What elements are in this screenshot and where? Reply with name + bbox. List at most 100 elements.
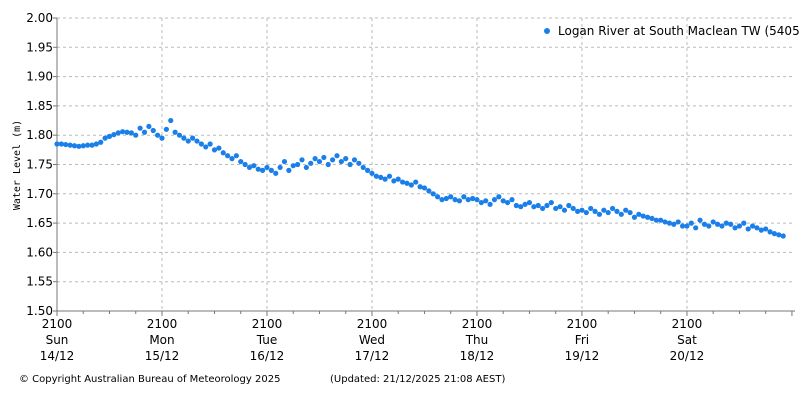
x-tick-label-date: 15/12 [145, 349, 180, 363]
data-point [364, 167, 371, 173]
data-point [115, 130, 121, 136]
data-point [531, 204, 537, 210]
data-point [688, 220, 694, 226]
data-point [268, 167, 274, 173]
data-point [273, 170, 279, 176]
data-point [504, 199, 511, 206]
x-tick-label-time: 2100 [462, 317, 493, 331]
data-point [539, 205, 546, 212]
data-point [133, 132, 139, 138]
data-point [500, 198, 506, 204]
data-point [456, 198, 463, 204]
data-point [207, 141, 213, 147]
x-tick-label-time: 2100 [567, 317, 598, 331]
data-point [106, 133, 113, 139]
data-point [417, 184, 423, 190]
data-point [693, 225, 699, 231]
data-point [255, 166, 261, 172]
data-point [216, 145, 222, 151]
data-point [491, 197, 498, 203]
data-point [430, 191, 436, 197]
data-point [137, 125, 143, 131]
data-point [675, 219, 681, 225]
data-point [334, 153, 340, 159]
data-point [172, 129, 178, 135]
data-point [382, 176, 388, 182]
data-point [194, 138, 200, 144]
data-point [63, 141, 69, 148]
data-point [399, 179, 406, 185]
data-point [89, 142, 95, 148]
data-point [321, 154, 327, 161]
x-tick-label-date: 19/12 [565, 349, 600, 363]
x-tick-label-day: Fri [575, 333, 589, 347]
data-point [710, 219, 716, 225]
data-point [347, 161, 353, 168]
data-point [566, 202, 572, 209]
data-point [627, 209, 633, 216]
data-point [421, 185, 428, 191]
data-point [623, 207, 629, 213]
data-point [408, 182, 414, 188]
data-point [701, 221, 708, 227]
data-point [168, 117, 174, 124]
data-point [338, 158, 344, 165]
data-point [548, 199, 554, 206]
data-point [181, 135, 187, 141]
data-point [666, 220, 673, 226]
data-point [763, 226, 769, 232]
data-point [308, 160, 314, 166]
data-point [736, 223, 743, 229]
data-point [741, 220, 747, 226]
data-point [260, 167, 266, 173]
data-point [351, 157, 358, 163]
data-point [330, 157, 336, 163]
y-axis-label: Water Level (m) [12, 120, 23, 210]
data-point [465, 197, 471, 203]
data-point [233, 153, 239, 159]
data-point [535, 202, 541, 209]
x-tick-label-date: 14/12 [40, 349, 75, 363]
data-point [93, 141, 99, 147]
data-point [378, 174, 384, 180]
x-tick-label-date: 17/12 [355, 349, 390, 363]
x-tick-label-date: 16/12 [250, 349, 285, 363]
data-point [229, 156, 235, 162]
y-tick-label: 1.90 [26, 70, 53, 84]
data-point [54, 141, 60, 147]
data-point [120, 129, 126, 135]
data-point [295, 161, 301, 168]
copyright-text: © Copyright Australian Bureau of Meteoro… [19, 374, 281, 385]
data-point [487, 201, 493, 207]
y-tick-label: 1.50 [26, 304, 53, 318]
data-point [496, 194, 502, 200]
data-point [391, 178, 397, 184]
axes: 1.50 1.55 1.60 1.65 1.70 1.75 1.80 1.85 1.90 1.95… [26, 11, 795, 363]
y-tick-label: 1.60 [26, 245, 53, 259]
x-tick-label-date: 20/12 [670, 349, 705, 363]
data-point [579, 207, 585, 213]
data-point [246, 164, 253, 171]
data-point [190, 135, 196, 141]
data-point [749, 223, 756, 229]
data-point [159, 135, 165, 141]
x-tick-label-time: 2100 [672, 317, 703, 331]
data-point [111, 132, 117, 138]
y-tick-label: 1.80 [26, 128, 53, 142]
data-point [509, 197, 515, 203]
data-point [561, 207, 568, 213]
data-point [631, 214, 638, 220]
data-point [644, 214, 651, 220]
data-points [54, 117, 786, 239]
data-point [155, 132, 161, 138]
data-point [758, 227, 764, 233]
data-point [553, 205, 559, 212]
data-point [303, 164, 309, 171]
y-tick-label: 1.70 [26, 187, 53, 201]
data-point [478, 199, 484, 206]
data-point [574, 208, 581, 214]
data-point [225, 153, 231, 159]
data-point [570, 205, 576, 212]
data-point [85, 142, 91, 148]
